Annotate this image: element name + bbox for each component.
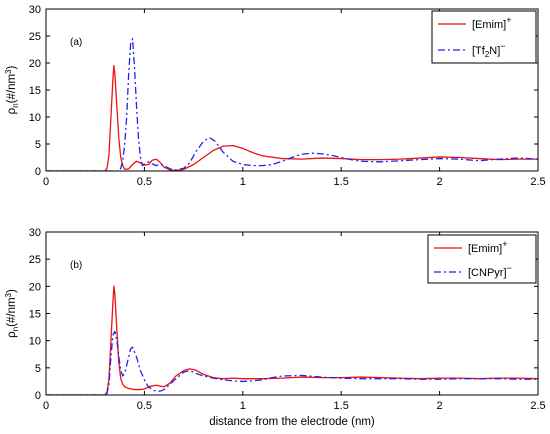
y-tick-label: 15 (29, 85, 41, 97)
series-line-cation (46, 65, 538, 171)
y-tick-label: 0 (35, 390, 41, 402)
y-axis-label-close: ) (6, 65, 18, 69)
chart-panel-a: 0 0.5 1 1.5 2 2.5 0 5 10 15 20 25 30 ρn(#/nm3) (a) [Emi… (4, 4, 546, 188)
x-axis-label: distance from the electrode (nm) (209, 416, 375, 428)
legend-entry-rest: N] (489, 45, 500, 57)
x-tick-label: 1.5 (334, 176, 349, 188)
y-axis-label-close: ) (6, 289, 18, 293)
y-tick-label: 5 (35, 363, 41, 375)
legend-entry-sup: + (506, 15, 511, 25)
y-axis-label: ρn(#/nm3) (4, 289, 20, 338)
x-tick-label: 0 (43, 176, 49, 188)
x-tick-label: 0.5 (137, 176, 152, 188)
legend: [Emim]+ [Tf2N]− (431, 10, 537, 64)
x-tick-label: 2.5 (530, 176, 545, 188)
legend-entry-name: [CNPyr] (468, 267, 507, 279)
y-axis-label-symbol: ρ (6, 331, 18, 338)
y-tick-label: 10 (29, 336, 41, 348)
series-line-cation (46, 285, 538, 395)
series-line-anion (46, 330, 538, 395)
legend-box (427, 234, 537, 284)
legend-box (431, 10, 537, 64)
x-tick-label: 2 (437, 400, 443, 412)
legend-entry: [Emim]+ (472, 15, 512, 31)
series-line-anion (46, 38, 538, 171)
y-tick-label: 0 (35, 166, 41, 178)
y-tick-label: 5 (35, 139, 41, 151)
legend-entry-sup: − (507, 263, 512, 273)
y-axis-label-symbol: ρ (6, 107, 18, 114)
y-tick-label: 10 (29, 112, 41, 124)
legend-entry-name: [Emim] (468, 243, 502, 255)
panel-label: (a) (70, 37, 82, 48)
panel-label: (b) (70, 260, 82, 271)
y-axis-label-unit: (#/nm (6, 74, 18, 103)
x-tick-label: 0.5 (137, 400, 152, 412)
legend-entry-name: [Tf (472, 45, 486, 57)
legend-entry-sup: − (500, 41, 505, 51)
y-axis-label-sub: n (11, 103, 20, 107)
y-tick-label: 25 (29, 254, 41, 266)
y-axis-label-unit: (#/nm (6, 297, 18, 326)
x-tick-label: 2 (437, 176, 443, 188)
legend-entry: [Tf2N]− (472, 41, 506, 59)
x-tick-label: 1 (240, 176, 246, 188)
legend-entry: [CNPyr]− (468, 263, 512, 279)
x-tick-label: 0 (43, 400, 49, 412)
x-tick-label: 2.5 (530, 400, 545, 412)
y-axis-label-sup: 3 (4, 292, 13, 297)
legend: [Emim]+ [CNPyr]− (427, 234, 537, 284)
y-axis-label-sub: n (11, 327, 20, 331)
chart-panel-b: 0 0.5 1 1.5 2 2.5 0 5 10 15 20 25 30 ρn(#/nm3) distanc… (4, 227, 546, 428)
legend-entry-name: [Emim] (472, 19, 506, 31)
legend-entry-sub: 2 (485, 50, 490, 59)
y-tick-label: 20 (29, 281, 41, 293)
x-tick-label: 1.5 (334, 400, 349, 412)
legend-entry-sup: + (502, 239, 507, 249)
y-axis-label: ρn(#/nm3) (4, 65, 20, 114)
y-axis-label-sup: 3 (4, 69, 13, 74)
legend-entry: [Emim]+ (468, 239, 508, 255)
y-tick-label: 30 (29, 227, 41, 239)
y-tick-label: 15 (29, 309, 41, 321)
y-tick-label: 30 (29, 4, 41, 16)
y-tick-label: 25 (29, 31, 41, 43)
x-tick-label: 1 (240, 400, 246, 412)
y-tick-label: 20 (29, 58, 41, 70)
